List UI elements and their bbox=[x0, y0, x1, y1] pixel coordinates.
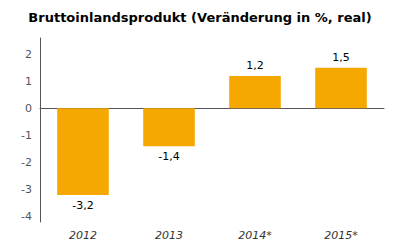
svg-text:2012: 2012 bbox=[69, 229, 97, 242]
svg-text:2: 2 bbox=[25, 48, 32, 61]
svg-text:-3: -3 bbox=[21, 183, 32, 196]
svg-text:-2: -2 bbox=[21, 156, 32, 169]
svg-text:-4: -4 bbox=[21, 210, 32, 223]
svg-text:-1,4: -1,4 bbox=[158, 150, 179, 163]
svg-text:Bruttoinlandsprodukt (Veränder: Bruttoinlandsprodukt (Veränderung in %, … bbox=[28, 10, 371, 25]
svg-text:2013: 2013 bbox=[155, 229, 183, 242]
svg-text:0: 0 bbox=[25, 102, 32, 115]
svg-text:1: 1 bbox=[25, 75, 32, 88]
svg-text:1,5: 1,5 bbox=[332, 51, 350, 64]
svg-text:2015*: 2015* bbox=[324, 229, 358, 242]
svg-text:2014*: 2014* bbox=[238, 229, 272, 242]
svg-text:-3,2: -3,2 bbox=[72, 199, 93, 212]
svg-text:1,2: 1,2 bbox=[246, 59, 264, 72]
svg-text:-1: -1 bbox=[21, 129, 32, 142]
